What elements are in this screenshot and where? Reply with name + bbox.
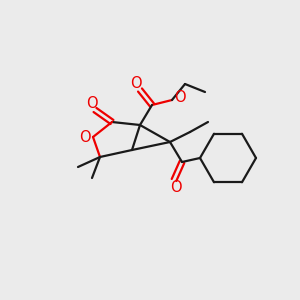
Text: O: O	[130, 76, 142, 91]
Text: O: O	[170, 181, 182, 196]
Text: O: O	[86, 95, 98, 110]
Text: O: O	[174, 89, 186, 104]
Text: O: O	[79, 130, 91, 145]
